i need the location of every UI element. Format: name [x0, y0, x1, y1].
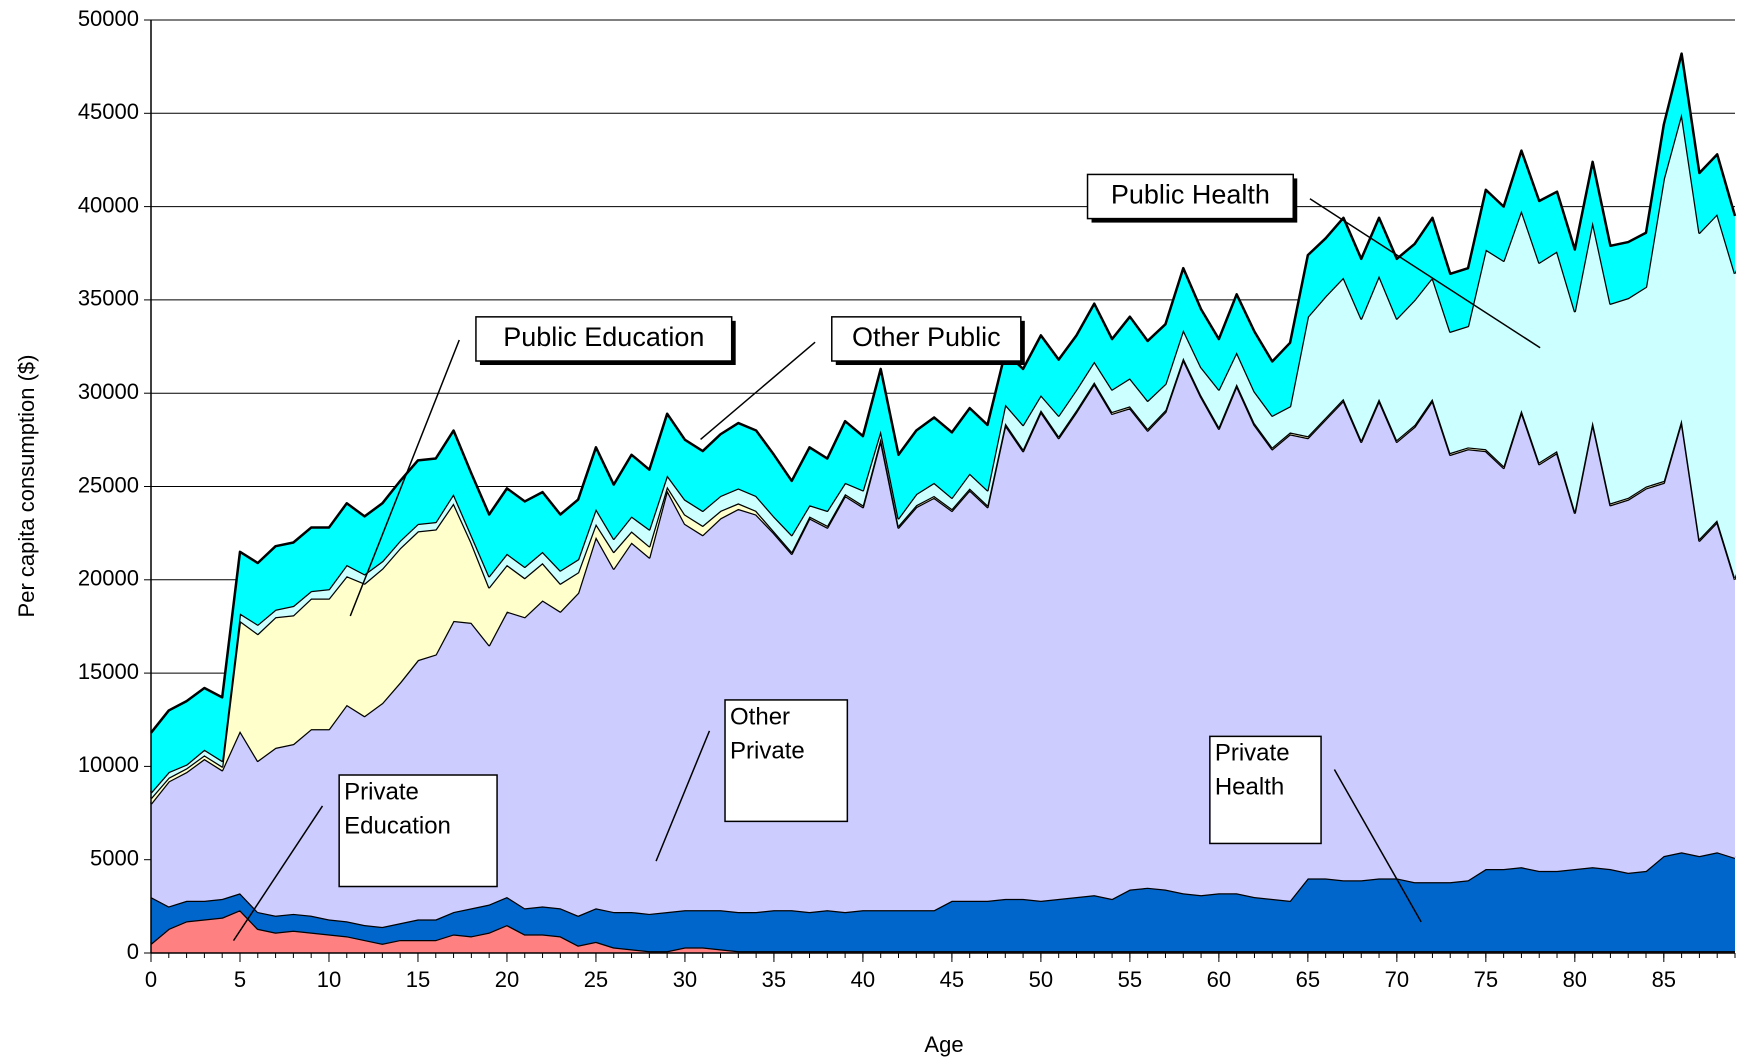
y-tick-label: 45000 — [78, 99, 139, 124]
x-tick-label: 45 — [940, 967, 964, 992]
annotation-leader — [1333, 769, 1422, 923]
area — [151, 113, 1735, 799]
annotation-leader — [232, 805, 324, 942]
x-tick-label: 25 — [584, 967, 608, 992]
x-tick-label: 30 — [673, 967, 697, 992]
y-tick-label: 35000 — [78, 286, 139, 311]
x-tick-label: 0 — [145, 967, 157, 992]
y-tick-label: 10000 — [78, 752, 139, 777]
x-axis-label: Age — [924, 1032, 963, 1057]
x-tick-label: 80 — [1563, 967, 1587, 992]
y-tick-label: 25000 — [78, 472, 139, 497]
annotation-leader — [655, 730, 711, 862]
x-tick-label: 20 — [495, 967, 519, 992]
x-tick-label: 15 — [406, 967, 430, 992]
area — [151, 359, 1735, 927]
x-tick-label: 65 — [1296, 967, 1320, 992]
annotation-box — [724, 699, 849, 823]
y-tick-label: 15000 — [78, 659, 139, 684]
y-tick-label: 0 — [127, 939, 139, 964]
area-edge — [150, 52, 1737, 734]
x-tick-label: 85 — [1652, 967, 1676, 992]
annotation-text: Health — [1215, 774, 1284, 801]
annotation-box — [1209, 735, 1322, 845]
x-tick-label: 55 — [1118, 967, 1142, 992]
x-tick-label: 10 — [317, 967, 341, 992]
x-tick-label: 50 — [1029, 967, 1053, 992]
y-tick-label: 50000 — [78, 6, 139, 31]
y-tick-label: 20000 — [78, 566, 139, 591]
x-tick-label: 75 — [1474, 967, 1498, 992]
y-tick-label: 40000 — [78, 192, 139, 217]
annotation-text: Private — [344, 778, 419, 805]
x-tick-label: 70 — [1385, 967, 1409, 992]
area — [151, 910, 1735, 953]
annotation-text: Private — [730, 737, 805, 764]
annotation-box — [831, 316, 1022, 362]
x-tick-label: 60 — [1207, 967, 1231, 992]
y-tick-label: 5000 — [90, 846, 139, 871]
annotation-box — [475, 316, 733, 362]
annotation-text: Other Public — [852, 322, 1001, 352]
annotation-leader — [1309, 198, 1541, 349]
annotation-text: Public Health — [1111, 180, 1270, 210]
x-tick-label: 5 — [234, 967, 246, 992]
annotation-text: Education — [344, 812, 451, 839]
y-tick-label: 30000 — [78, 379, 139, 404]
area — [151, 357, 1735, 804]
area — [151, 852, 1735, 952]
area — [151, 53, 1735, 793]
x-tick-label: 35 — [762, 967, 786, 992]
annotation-text: Public Education — [503, 322, 704, 352]
annotation-box — [338, 774, 498, 888]
annotation-leader — [700, 341, 816, 440]
annotation-text: Other — [730, 703, 790, 730]
annotation-leader — [349, 339, 460, 617]
annotation-text: Private — [1215, 740, 1290, 767]
x-tick-label: 40 — [851, 967, 875, 992]
y-axis-label: Per capita consumption ($) — [14, 355, 39, 618]
annotation-box — [1086, 173, 1295, 220]
